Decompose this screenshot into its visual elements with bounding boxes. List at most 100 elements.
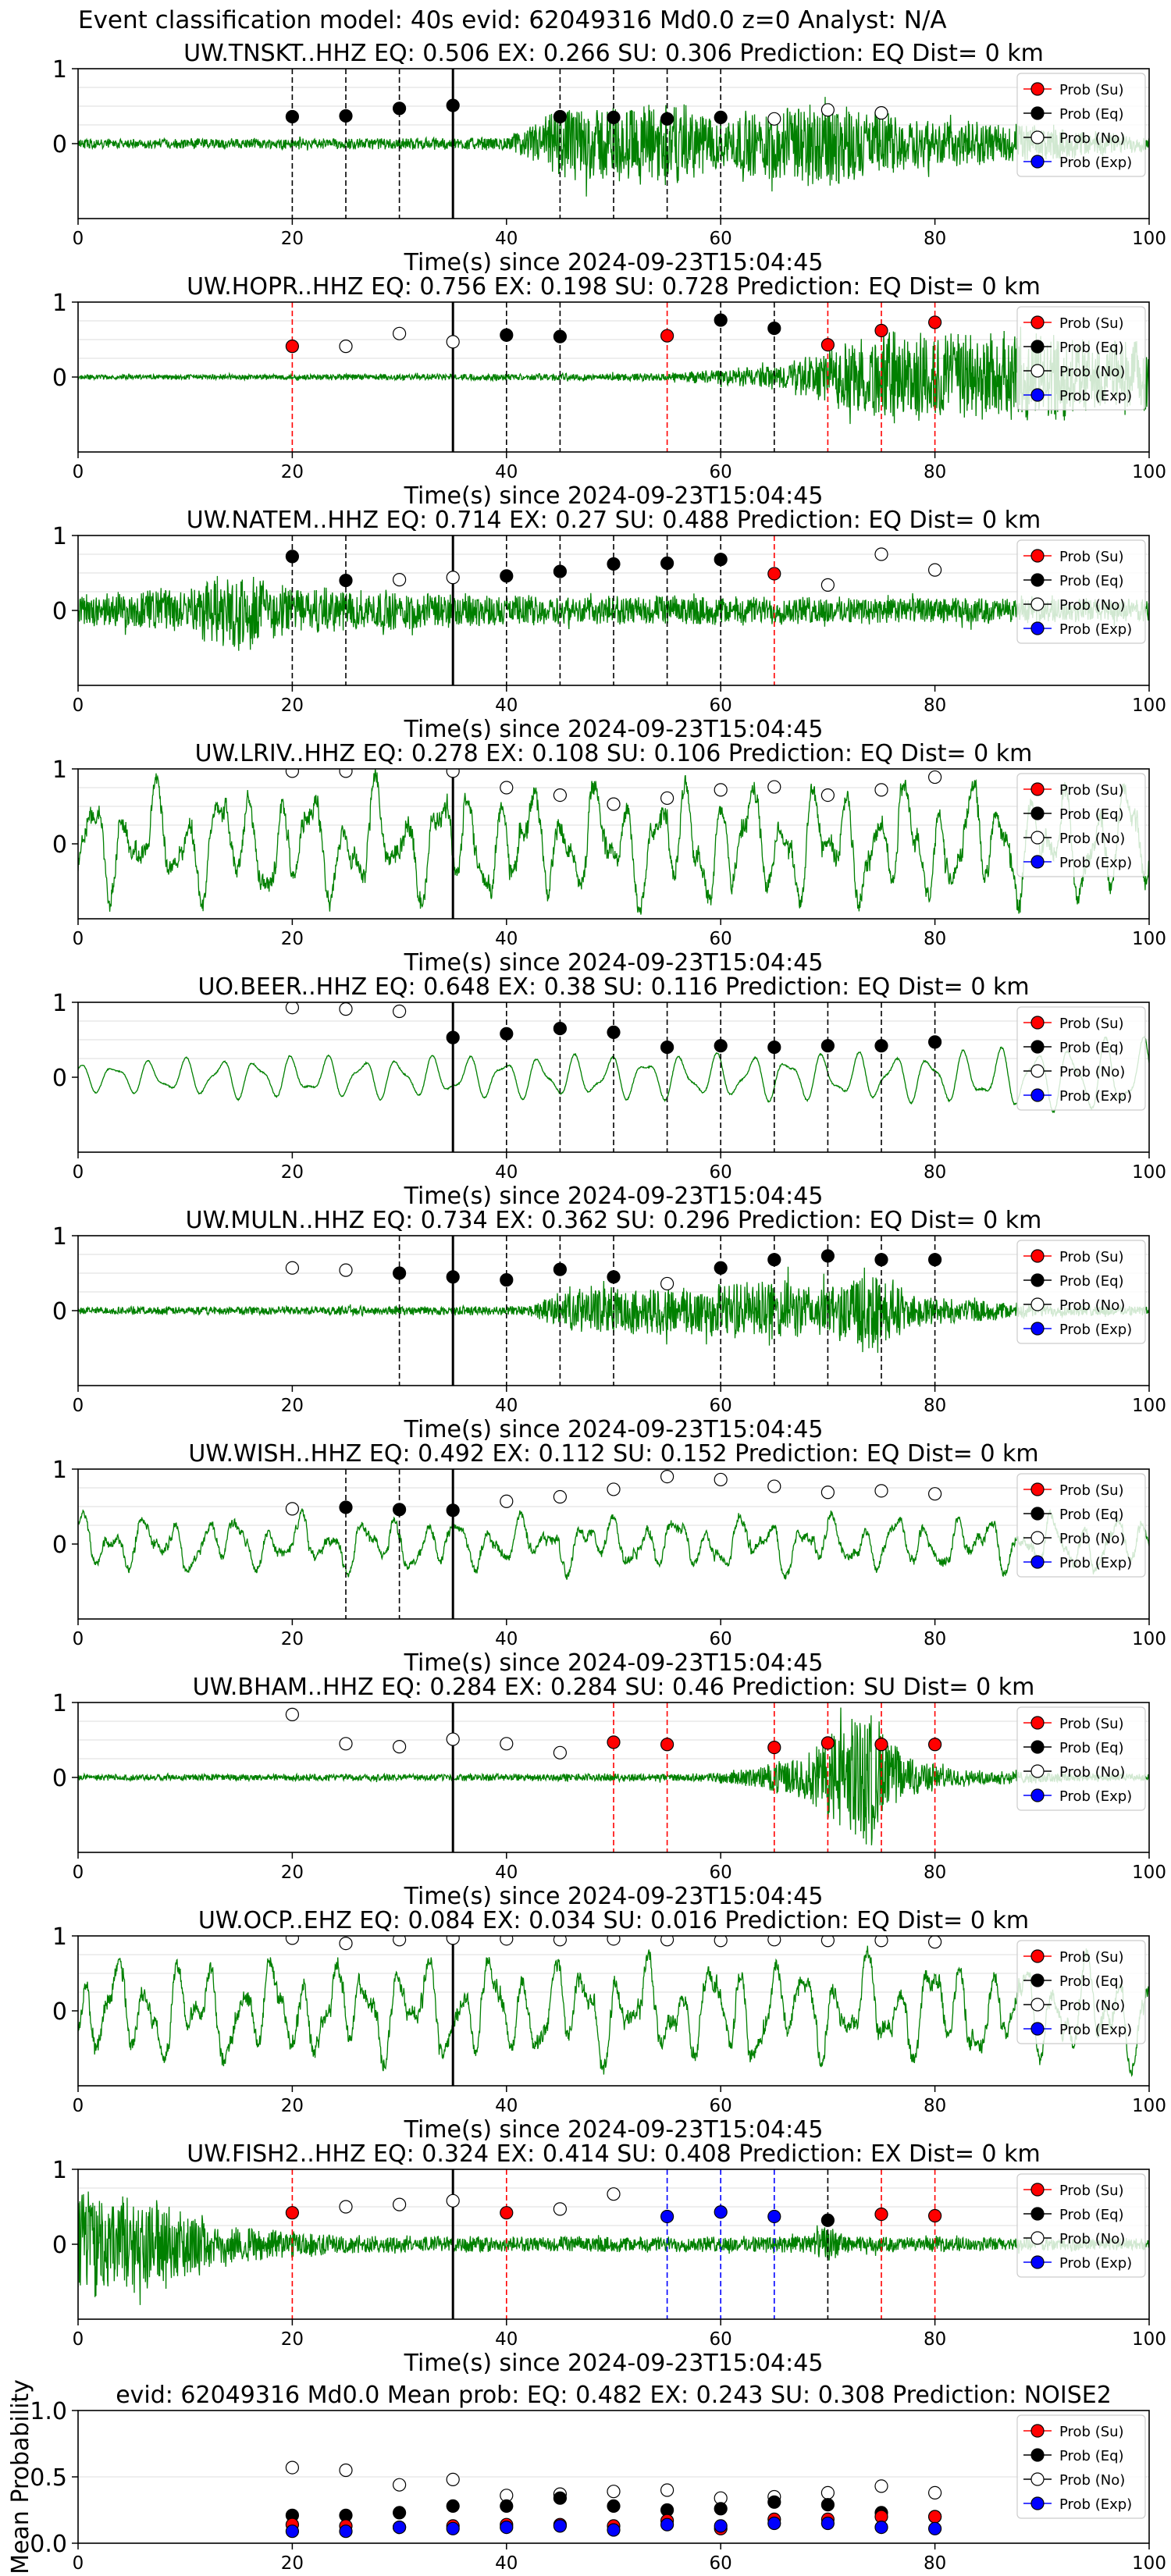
- x-tick-label: 0: [73, 2553, 84, 2574]
- prob-point-eq: [767, 1040, 781, 1055]
- x-tick-label: 80: [924, 696, 946, 716]
- legend-marker-su: [1030, 1482, 1045, 1496]
- legend-marker-exp: [1030, 2496, 1045, 2510]
- legend-label: Prob (Eq): [1059, 806, 1124, 823]
- x-tick-label: 100: [1132, 1396, 1166, 1416]
- prob-point-eq: [660, 112, 674, 126]
- legend-label: Prob (Exp): [1059, 2255, 1132, 2272]
- prob-point-eq: [767, 322, 781, 336]
- prob-point-su: [820, 338, 835, 352]
- legend: Prob (Su) Prob (Eq) Prob (No) Prob (Exp): [1016, 73, 1146, 177]
- x-tick-label: 80: [924, 229, 946, 249]
- legend-box: [1016, 1006, 1146, 1111]
- prob-point-eq: [714, 313, 728, 327]
- plot-area: [78, 1703, 1149, 1852]
- panel-8: UW.BHAM..HHZ EQ: 0.284 EX: 0.284 SU: 0.4…: [52, 1674, 1166, 1910]
- panel-1: UW.TNSKT..HHZ EQ: 0.506 EX: 0.266 SU: 0.…: [52, 40, 1166, 276]
- prob-point-eq: [446, 1270, 460, 1284]
- prob-point-eq: [446, 2499, 460, 2513]
- prob-point-no: [393, 1740, 407, 1754]
- prob-point-no: [446, 1732, 460, 1746]
- legend-box: [1016, 2414, 1146, 2519]
- prob-point-no: [874, 547, 888, 561]
- prob-point-su: [927, 1738, 942, 1752]
- prob-point-su: [660, 329, 674, 343]
- x-tick-label: 80: [924, 1863, 946, 1883]
- panel-5: UO.BEER..HHZ EQ: 0.648 EX: 0.38 SU: 0.11…: [52, 973, 1166, 1210]
- prob-point-no: [446, 335, 460, 349]
- legend-marker-su: [1030, 1949, 1045, 1963]
- plot-area: [78, 769, 1149, 919]
- x-tick-label: 80: [924, 929, 946, 949]
- prob-point-eq: [820, 2498, 835, 2512]
- prob-point-eq: [446, 1030, 460, 1044]
- legend: Prob (Su) Prob (Eq) Prob (No) Prob (Exp): [1016, 1940, 1146, 2044]
- y-axis-label: Mean Probability: [7, 2379, 34, 2574]
- x-tick-label: 60: [710, 1162, 732, 1183]
- legend-marker-exp: [1030, 2255, 1045, 2269]
- prob-point-no: [446, 769, 460, 778]
- panel-title: UW.NATEM..HHZ EQ: 0.714 EX: 0.27 SU: 0.4…: [187, 507, 1041, 534]
- prob-point-eq: [660, 556, 674, 571]
- y-tick-label: 0.0: [30, 2531, 67, 2558]
- prob-point-eq: [393, 101, 407, 116]
- legend-label: Prob (Exp): [1059, 1788, 1132, 1805]
- prob-point-no: [393, 2197, 407, 2211]
- prob-point-eq: [500, 2499, 514, 2513]
- prob-point-eq: [607, 110, 621, 124]
- legend-box: [1016, 1473, 1146, 1578]
- panel-title: UO.BEER..HHZ EQ: 0.648 EX: 0.38 SU: 0.11…: [198, 973, 1029, 1001]
- x-tick-label: 60: [710, 696, 732, 716]
- legend: Prob (Su) Prob (Eq) Prob (No) Prob (Exp): [1016, 2414, 1146, 2519]
- prob-point-no: [714, 783, 728, 797]
- y-tick-label: 1: [52, 1690, 67, 1717]
- prob-point-eq: [927, 1253, 942, 1267]
- legend-marker-eq: [1030, 1973, 1045, 1987]
- y-tick-label: 0: [52, 131, 67, 158]
- prob-point-no: [553, 788, 568, 802]
- legend-label: Prob (Exp): [1059, 2022, 1132, 2038]
- prob-point-no: [446, 2472, 460, 2486]
- panel-3: UW.NATEM..HHZ EQ: 0.714 EX: 0.27 SU: 0.4…: [52, 507, 1166, 743]
- legend-marker-no: [1030, 364, 1045, 378]
- prob-point-eq: [714, 553, 728, 567]
- prob-point-no: [607, 2485, 621, 2499]
- prob-point-no: [339, 1737, 353, 1751]
- prob-point-exp: [607, 2523, 621, 2537]
- prob-point-no: [500, 1494, 514, 1508]
- waveform-trace: [78, 1508, 1149, 1580]
- waveform-trace: [78, 1945, 1149, 2077]
- prob-point-no: [285, 1936, 299, 1945]
- legend: Prob (Su) Prob (Eq) Prob (No) Prob (Exp): [1016, 539, 1146, 644]
- prob-point-eq: [714, 1261, 728, 1275]
- legend-marker-su: [1030, 782, 1045, 796]
- y-tick-label: 0: [52, 365, 67, 392]
- x-tick-label: 100: [1132, 2096, 1166, 2116]
- prob-point-eq: [553, 1021, 568, 1036]
- y-tick-label: 1: [52, 1223, 67, 1251]
- x-tick-label: 40: [495, 696, 518, 716]
- prob-point-eq: [339, 109, 353, 123]
- prob-point-no: [339, 1002, 353, 1016]
- prob-point-no: [446, 1936, 460, 1945]
- prob-point-su: [767, 1741, 781, 1755]
- legend-marker-no: [1030, 597, 1045, 611]
- y-tick-label: 0: [52, 831, 67, 859]
- x-tick-label: 0: [73, 2329, 84, 2350]
- legend-label: Prob (Eq): [1059, 1273, 1124, 1290]
- legend-box: [1016, 773, 1146, 877]
- prob-point-no: [285, 769, 299, 778]
- prob-point-exp: [874, 2521, 888, 2535]
- legend-label: Prob (No): [1059, 1998, 1125, 2014]
- y-tick-label: 0: [52, 598, 67, 625]
- prob-point-exp: [339, 2524, 353, 2539]
- x-tick-label: 20: [281, 929, 304, 949]
- plot-area: [78, 1236, 1149, 1386]
- legend-label: Prob (No): [1059, 364, 1125, 380]
- prob-point-no: [285, 2460, 299, 2475]
- legend-label: Prob (Eq): [1059, 1973, 1124, 1990]
- legend: Prob (Su) Prob (Eq) Prob (No) Prob (Exp): [1016, 773, 1146, 877]
- prob-point-su: [767, 567, 781, 581]
- legend-marker-no: [1030, 1998, 1045, 2012]
- prob-point-no: [660, 2483, 674, 2497]
